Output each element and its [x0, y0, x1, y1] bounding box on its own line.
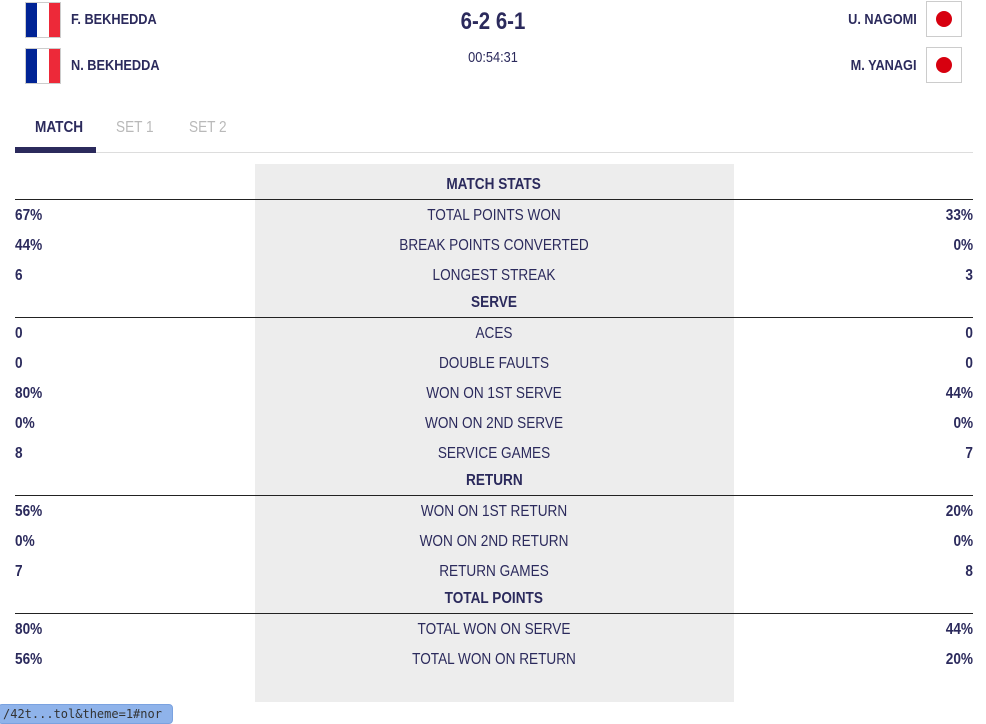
section-title: RETURN [465, 472, 523, 489]
stat-label: BREAK POINTS CONVERTED [399, 237, 589, 254]
team1-player2-name: N. BEKHEDDA [71, 57, 160, 74]
stat-label: ACES [475, 325, 513, 342]
stat-label: TOTAL WON ON RETURN [412, 651, 576, 668]
stat-left-value: 56% [15, 651, 43, 668]
stat-row: 0 DOUBLE FAULTS 0 [15, 349, 973, 379]
section-header: MATCH STATS [15, 170, 973, 200]
tab-set-2[interactable]: SET 2 [189, 119, 227, 136]
stat-left-value: 0 [15, 355, 23, 372]
stat-row: 56% WON ON 1ST RETURN 20% [15, 497, 973, 527]
stat-label: RETURN GAMES [439, 563, 549, 580]
team1-player1-name: F. BEKHEDDA [71, 11, 157, 28]
stat-right-value: 0% [953, 237, 973, 254]
stat-label: TOTAL POINTS WON [427, 207, 561, 224]
stat-left-value: 44% [15, 237, 43, 254]
stat-row: 0% WON ON 2ND RETURN 0% [15, 527, 973, 557]
stat-left-value: 0% [15, 533, 35, 550]
stat-row: 8 SERVICE GAMES 7 [15, 439, 973, 469]
stat-label: WON ON 2ND SERVE [424, 415, 564, 432]
section-title: TOTAL POINTS [444, 590, 544, 607]
stat-right-value: 3 [965, 267, 973, 284]
stat-right-value: 20% [945, 651, 973, 668]
section-header: SERVE [15, 288, 973, 318]
status-bar-url: /42t...tol&theme=1#nor [0, 704, 173, 724]
stat-label: LONGEST STREAK [432, 267, 556, 284]
team2-player2-name: M. YANAGI [851, 57, 917, 74]
stat-label: TOTAL WON ON SERVE [417, 621, 571, 638]
japan-flag-icon [926, 1, 962, 37]
stat-label: DOUBLE FAULTS [438, 355, 550, 372]
stat-right-value: 44% [945, 621, 973, 638]
stat-left-value: 0% [15, 415, 35, 432]
stat-left-value: 0 [15, 325, 23, 342]
section-header: TOTAL POINTS [15, 584, 973, 614]
stat-left-value: 6 [15, 267, 23, 284]
section-title: SERVE [471, 294, 517, 311]
stat-row: 80% WON ON 1ST SERVE 44% [15, 379, 973, 409]
active-tab-indicator [15, 147, 96, 153]
team2-player1-name: U. NAGOMI [848, 11, 917, 28]
tab-match[interactable]: MATCH [35, 119, 84, 136]
stat-row: 44% BREAK POINTS CONVERTED 0% [15, 231, 973, 261]
stat-label: SERVICE GAMES [437, 445, 551, 462]
stat-right-value: 7 [965, 445, 973, 462]
stat-row: 6 LONGEST STREAK 3 [15, 261, 973, 291]
stat-right-value: 0 [965, 355, 973, 372]
stat-right-value: 0 [965, 325, 973, 342]
tabs-divider [15, 152, 973, 153]
japan-flag-icon [926, 47, 962, 83]
stat-row: 56% TOTAL WON ON RETURN 20% [15, 645, 973, 675]
section-title: MATCH STATS [446, 176, 542, 193]
stat-left-value: 67% [15, 207, 43, 224]
stat-row: 0% WON ON 2ND SERVE 0% [15, 409, 973, 439]
france-flag-icon [25, 48, 61, 84]
match-score: 6-2 6-1 [460, 8, 526, 35]
stat-left-value: 80% [15, 621, 43, 638]
stat-left-value: 56% [15, 503, 43, 520]
stat-right-value: 8 [965, 563, 973, 580]
stats-center-column [255, 164, 734, 702]
stat-right-value: 0% [953, 533, 973, 550]
stat-label: WON ON 1ST SERVE [426, 385, 562, 402]
stat-left-value: 7 [15, 563, 23, 580]
stat-left-value: 8 [15, 445, 23, 462]
stat-row: 80% TOTAL WON ON SERVE 44% [15, 615, 973, 645]
stat-left-value: 80% [15, 385, 43, 402]
france-flag-icon [25, 2, 61, 38]
stat-row: 7 RETURN GAMES 8 [15, 557, 973, 587]
stat-label: WON ON 1ST RETURN [420, 503, 568, 520]
stat-row: 0 ACES 0 [15, 319, 973, 349]
tab-set-1[interactable]: SET 1 [116, 119, 154, 136]
stat-label: WON ON 2ND RETURN [419, 533, 569, 550]
stat-right-value: 0% [953, 415, 973, 432]
stat-row: 67% TOTAL POINTS WON 33% [15, 201, 973, 231]
match-duration: 00:54:31 [468, 49, 518, 66]
stat-right-value: 44% [945, 385, 973, 402]
stat-right-value: 33% [945, 207, 973, 224]
stat-right-value: 20% [945, 503, 973, 520]
section-header: RETURN [15, 466, 973, 496]
